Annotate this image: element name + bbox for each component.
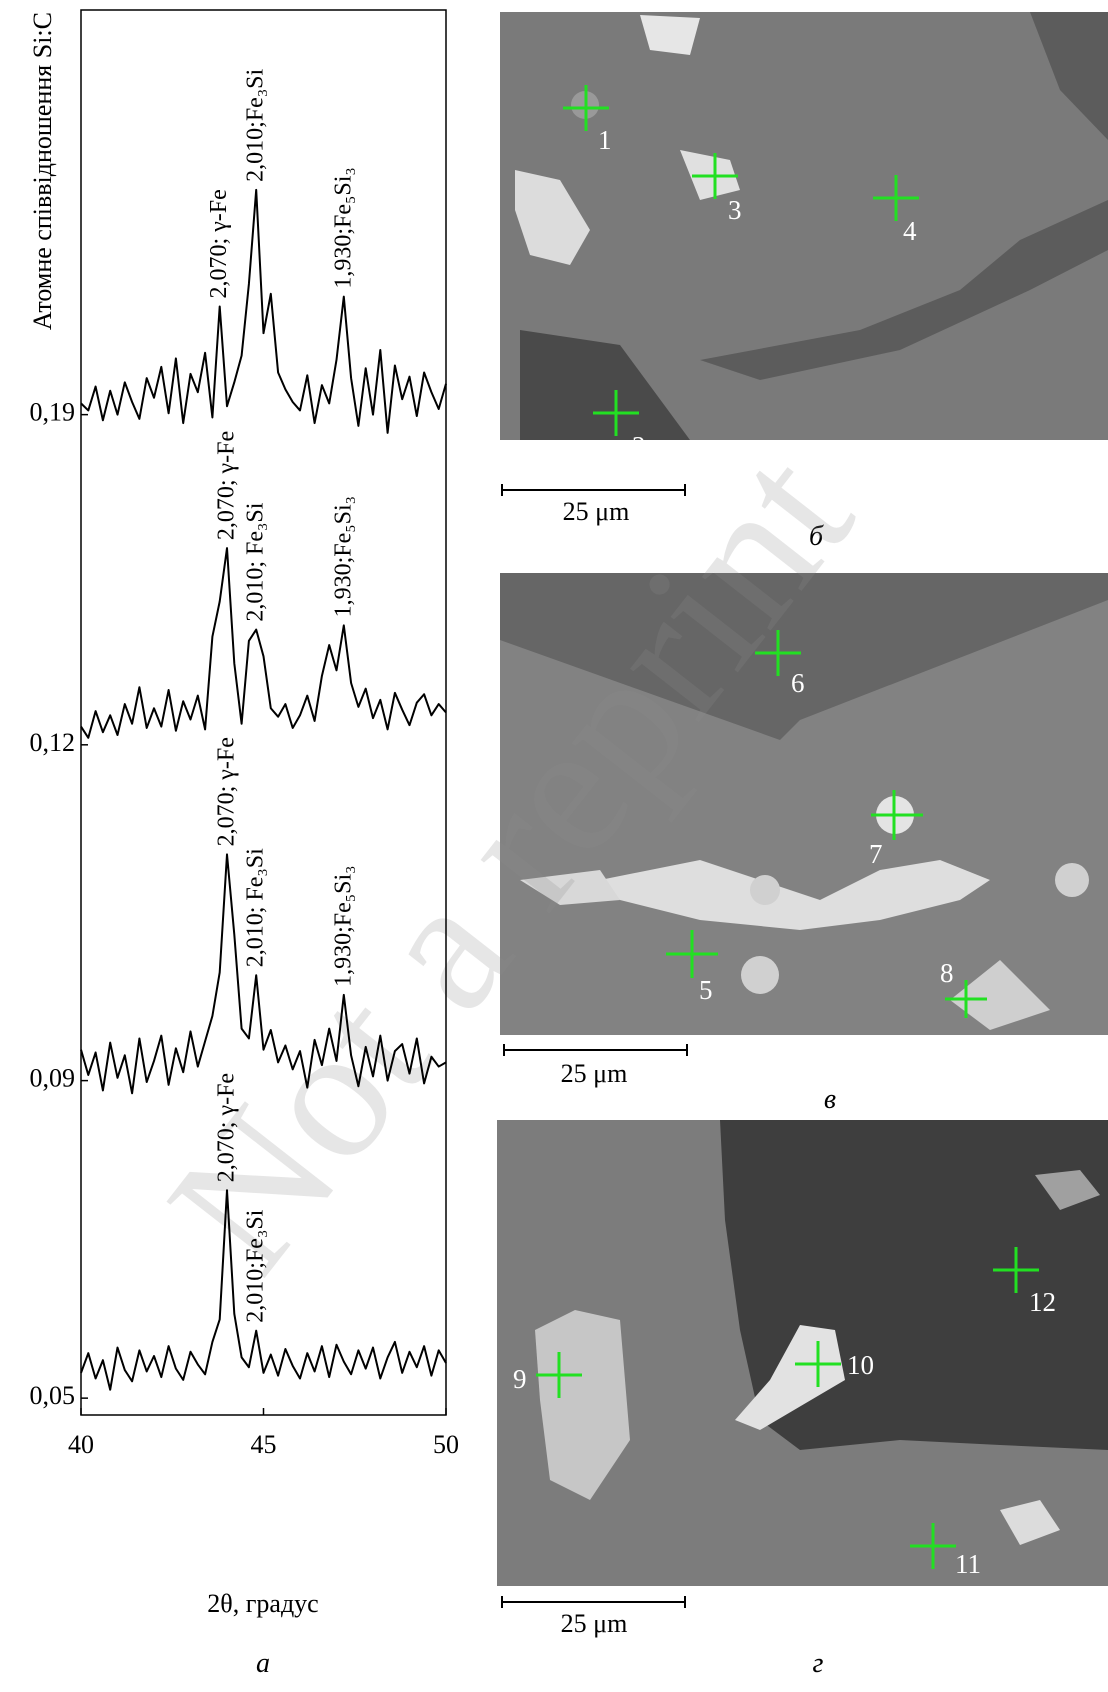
y-tick-label: 0,09 xyxy=(30,1064,76,1093)
point-label: 9 xyxy=(513,1364,527,1394)
dark-phase xyxy=(700,200,1108,380)
x-tick-label: 50 xyxy=(433,1430,459,1459)
y-axis-label: Атомне співвідношення Si:C xyxy=(28,12,57,330)
dark-phase xyxy=(500,573,1108,740)
bright-phase xyxy=(741,956,779,994)
peak-annotation: 2,010;Fe₃Si xyxy=(243,68,269,181)
y-tick-label: 0,19 xyxy=(30,398,76,427)
bright-phase xyxy=(515,170,590,265)
peak-annotation: 1,930;Fe₅Si₃ xyxy=(330,865,356,986)
panel-label: б xyxy=(809,521,824,552)
bright-phase xyxy=(1000,1500,1060,1545)
peak-annotation: 1,930;Fe₅Si₃ xyxy=(330,496,356,617)
bright-phase xyxy=(640,15,700,55)
x-tick-label: 40 xyxy=(68,1430,94,1459)
bright-phase xyxy=(1055,863,1089,897)
point-label: 8 xyxy=(940,958,954,988)
point-label: 10 xyxy=(847,1350,874,1380)
scale-bar-label: 25 μm xyxy=(563,497,630,526)
point-label: 5 xyxy=(699,975,713,1005)
micrograph: 1 2 3 4 25 μm б xyxy=(500,12,1108,552)
xrd-trace xyxy=(80,1189,447,1391)
peak-annotation: 2,010;Fe₃Si xyxy=(243,1209,269,1322)
bright-phase xyxy=(950,960,1050,1030)
xrd-trace xyxy=(80,188,447,434)
peak-annotation: 2,070; γ-Fe xyxy=(214,431,240,540)
scale-bar-label: 25 μm xyxy=(561,1609,628,1638)
peak-annotation: 1,930;Fe₅Si₃ xyxy=(330,167,356,288)
peak-annotation: 2,070; γ-Fe xyxy=(214,1073,240,1182)
point-label: 12 xyxy=(1029,1287,1056,1317)
y-tick-label: 0,05 xyxy=(30,1381,76,1410)
y-tick-label: 0,12 xyxy=(30,728,76,757)
bright-phase xyxy=(750,875,780,905)
panel-label: в xyxy=(824,1084,836,1115)
peak-annotation: 2,070; γ-Fe xyxy=(206,189,232,298)
peak-annotation: 2,070; γ-Fe xyxy=(214,737,240,846)
point-label: 11 xyxy=(955,1549,981,1579)
xrd-trace xyxy=(80,853,447,1095)
bright-phase xyxy=(520,870,620,905)
micrograph: 12 10 9 11 25 μm г xyxy=(497,1120,1108,1679)
point-label: 2 xyxy=(632,431,646,461)
point-label: 6 xyxy=(791,668,805,698)
peak-annotation: 2,010; Fe₃Si xyxy=(243,502,269,621)
micrograph: 6 7 5 8 25 μm в xyxy=(500,573,1108,1115)
peak-annotation: 2,010; Fe₃Si xyxy=(243,848,269,967)
point-label: 1 xyxy=(598,125,612,155)
point-label: 3 xyxy=(728,195,742,225)
dark-phase xyxy=(1030,12,1108,140)
point-label: 4 xyxy=(903,216,917,246)
x-axis-label: 2θ, градус xyxy=(207,1589,318,1618)
point-label: 7 xyxy=(869,839,883,869)
dark-phase xyxy=(520,330,690,440)
scale-bar-label: 25 μm xyxy=(561,1059,628,1088)
x-tick-label: 45 xyxy=(251,1430,277,1459)
bright-phase xyxy=(600,860,990,930)
panel-label: а xyxy=(256,1648,270,1679)
bright-phase xyxy=(1035,1170,1100,1210)
xrd-trace xyxy=(80,547,447,739)
panel-label: г xyxy=(813,1648,824,1679)
